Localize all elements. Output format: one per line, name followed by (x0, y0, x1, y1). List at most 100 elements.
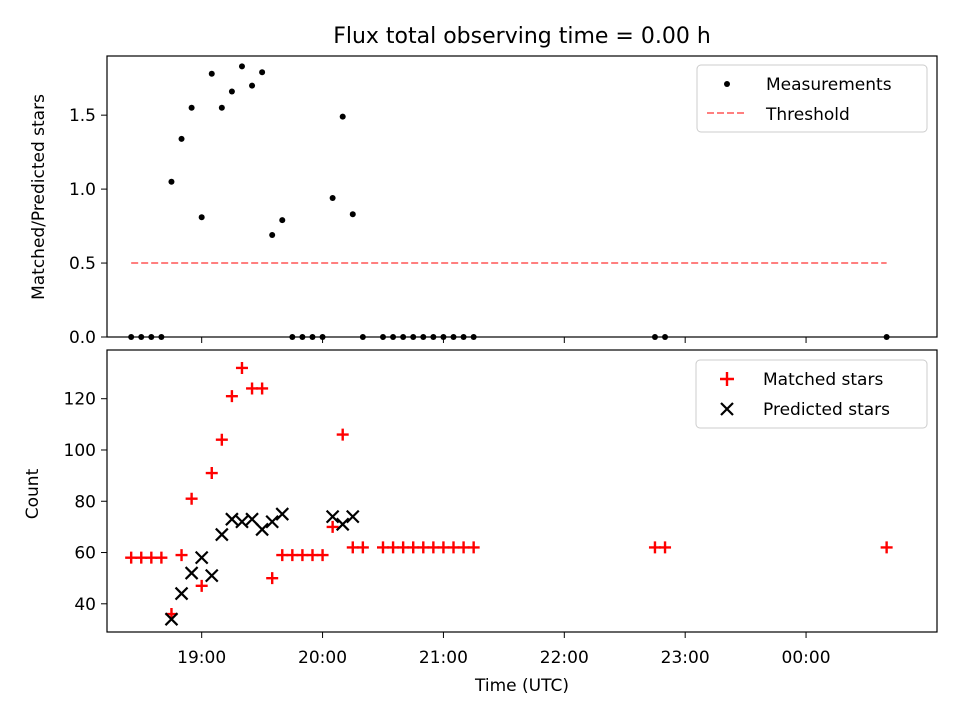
matched-star-point (135, 551, 148, 564)
measurement-point (198, 214, 205, 221)
predicted-star-point (235, 514, 249, 529)
predicted-star-point (204, 568, 219, 583)
matched-star-point (467, 541, 480, 554)
matched-star-point (387, 541, 400, 554)
y-tick-label: 100 (64, 441, 96, 461)
predicted-star-point (275, 507, 290, 521)
matched-star-point (266, 572, 279, 585)
matched-star-point (356, 541, 369, 554)
predicted-star-point (265, 514, 279, 529)
top-x-ticks (201, 337, 807, 343)
matched-star-point (215, 433, 228, 446)
matched-star-point (659, 541, 672, 554)
predicted-star-point (215, 527, 229, 542)
x-tick-label: 00:00 (782, 648, 831, 668)
matched-star-point (306, 549, 319, 562)
matched-star-point (195, 579, 208, 592)
matched-star-point (427, 541, 440, 554)
measurement-point (178, 135, 185, 142)
matched-star-point (256, 382, 269, 395)
predicted-star-point (174, 586, 189, 601)
measurement-point (279, 217, 286, 224)
matched-star-point (225, 390, 238, 403)
measurement-point (228, 88, 235, 95)
x-axis-label: Time (UTC) (474, 676, 569, 696)
predicted-star-point (335, 517, 350, 532)
y-tick-label: 0.0 (69, 328, 96, 348)
x-tick-label: 19:00 (177, 648, 226, 668)
top-panel: 0.0 0.5 1.0 1.5 Matched/Predicted stars Mea… (29, 55, 938, 348)
bottom-panel: 40 60 80 100 120 19:00 20:00 21:00 22:00 23:00 00… (23, 349, 938, 696)
x-tick-label: 22:00 (540, 648, 589, 668)
predicted-star-point (225, 512, 239, 526)
top-plot-frame (106, 55, 938, 338)
measurement-point (269, 231, 276, 238)
chart-title: Flux total observing time = 0.00 h (333, 24, 711, 49)
predicted-star-point (255, 522, 269, 537)
y-tick-label: 120 (64, 390, 96, 410)
matched-star-point (175, 549, 188, 562)
matched-star-point (155, 551, 168, 564)
matched-star-point (145, 551, 158, 564)
measurement-point (168, 178, 175, 185)
legend-measurements-marker (724, 81, 730, 87)
matched-star-point (447, 541, 460, 554)
measurement-point (188, 104, 195, 111)
y-tick-label: 0.5 (69, 254, 96, 274)
matched-star-point (125, 551, 138, 564)
matched-star-point (880, 541, 893, 554)
matched-star-point (235, 361, 248, 374)
measurement-point (208, 70, 215, 77)
x-tick-label: 21:00 (419, 648, 468, 668)
matched-star-point (397, 541, 410, 554)
legend-threshold-label: Threshold (765, 105, 850, 125)
matched-star-point (376, 541, 389, 554)
legend-measurements-label: Measurements (766, 75, 892, 95)
matched-star-point (346, 541, 359, 554)
y-tick-label: 60 (74, 544, 96, 564)
matched-star-point (286, 549, 299, 562)
predicted-star-point (245, 512, 259, 526)
legend-matched-label: Matched stars (763, 370, 883, 390)
matched-star-point (407, 541, 420, 554)
bottom-y-axis-label: Count (23, 468, 43, 519)
measurement-point (349, 211, 356, 218)
top-legend: Measurements Threshold (696, 64, 928, 133)
measurement-point (329, 194, 336, 201)
matched-star-point (417, 541, 430, 554)
matched-star-point (276, 549, 289, 562)
measurement-point (238, 63, 245, 70)
x-tick-label: 23:00 (661, 648, 710, 668)
top-y-ticks: 0.0 0.5 1.0 1.5 (69, 106, 107, 348)
bottom-x-ticks: 19:00 20:00 21:00 22:00 23:00 00:00 (177, 632, 831, 668)
matched-star-point (316, 549, 329, 562)
matched-star-point (336, 428, 349, 441)
legend-matched-marker (720, 372, 734, 386)
x-tick-label: 20:00 (298, 648, 347, 668)
bottom-legend: Matched stars Predicted stars (695, 359, 928, 429)
predicted-star-point (325, 509, 340, 524)
y-tick-label: 80 (74, 492, 96, 512)
matched-star-point (648, 541, 661, 554)
legend-predicted-marker (720, 402, 734, 416)
matched-star-point (296, 549, 309, 562)
predicted-star-point (194, 550, 209, 565)
matched-star-point (437, 541, 450, 554)
bottom-plot-frame (106, 349, 938, 633)
predicted-star-point (184, 566, 199, 580)
matched-star-point (246, 382, 259, 395)
bottom-legend-box (695, 359, 928, 429)
measurement-point (259, 69, 266, 76)
matched-star-point (205, 467, 218, 480)
measurement-point (218, 104, 225, 111)
top-y-axis-label: Matched/Predicted stars (29, 94, 49, 300)
matched-star-point (457, 541, 470, 554)
measurement-point (339, 113, 346, 120)
y-tick-label: 1.5 (69, 106, 96, 126)
predicted-star-point (345, 509, 360, 524)
measurement-point (249, 82, 256, 89)
predicted-star-point (164, 612, 179, 626)
y-tick-label: 40 (74, 595, 96, 615)
matched-star-point (326, 520, 339, 533)
